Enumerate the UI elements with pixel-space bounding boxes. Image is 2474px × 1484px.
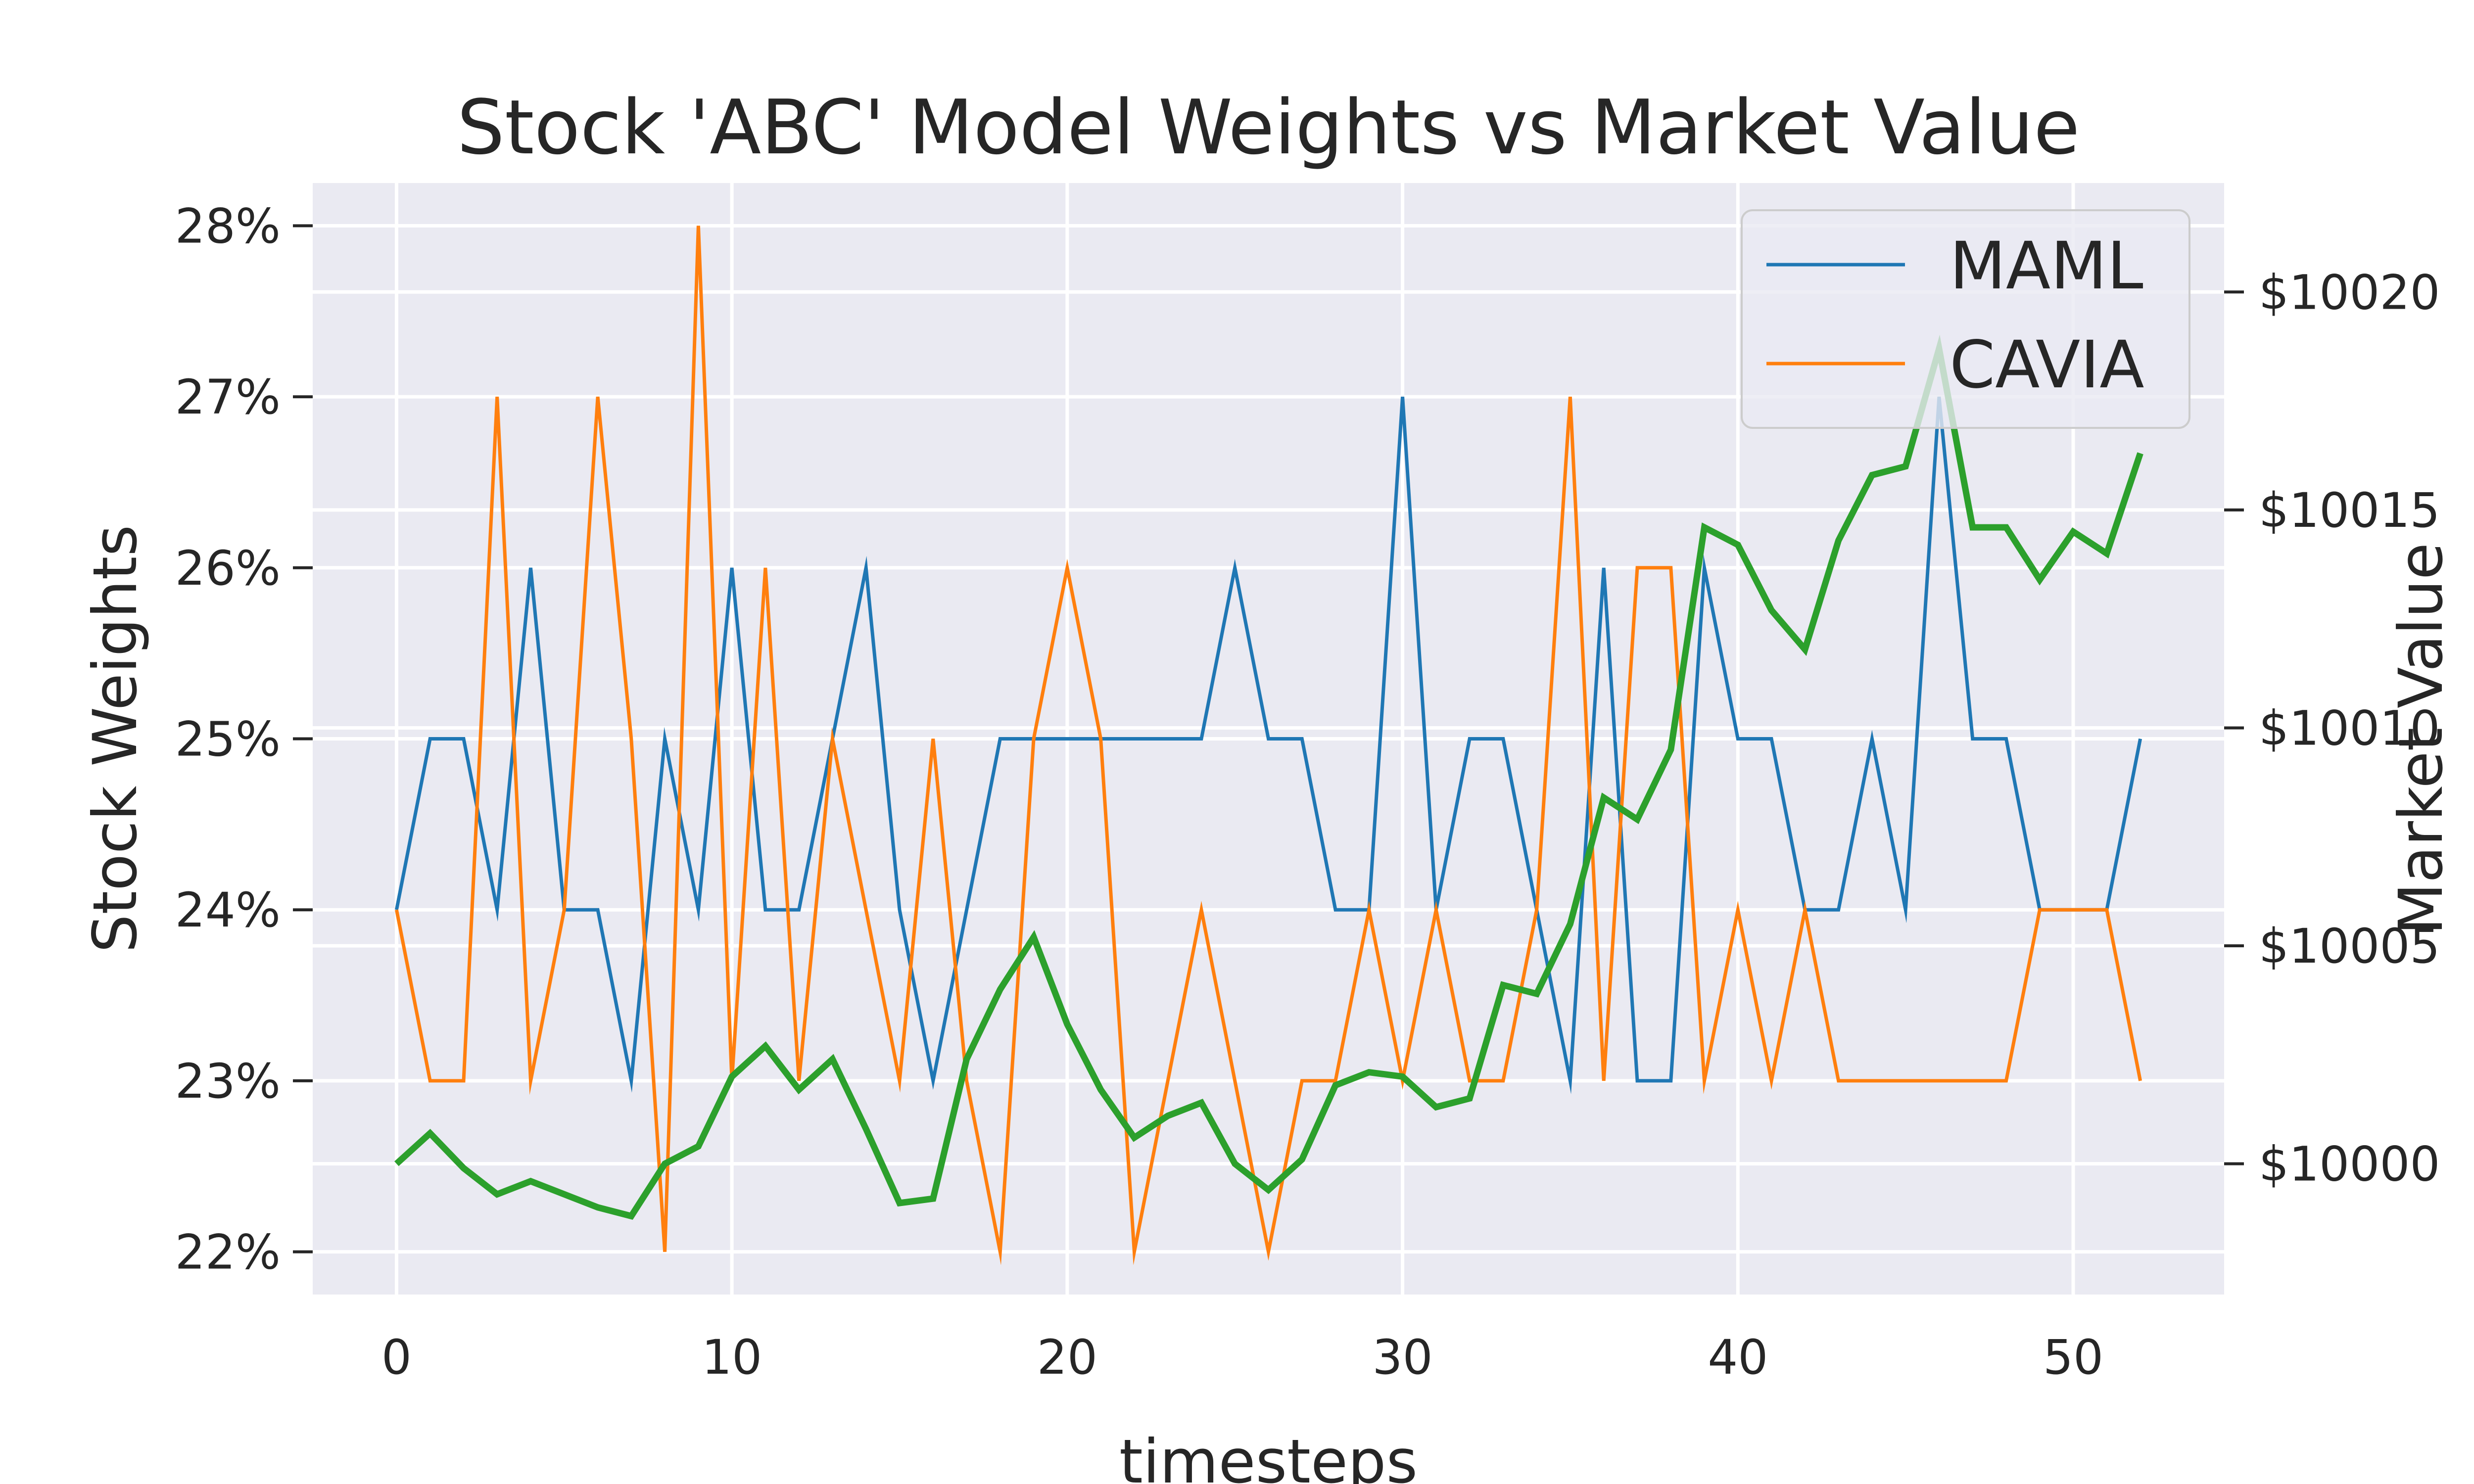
y-tick-label: 25%	[175, 712, 281, 767]
y2-axis-ticks: $10000 $10005 $10010 $10015 $10020	[2224, 265, 2440, 1192]
x-tick-label: 40	[1708, 1330, 1768, 1385]
y-axis-label: Stock Weights	[80, 525, 150, 953]
y2-tick-label: $10020	[2259, 265, 2440, 320]
legend-label-maml: MAML	[1950, 228, 2143, 304]
x-tick-label: 20	[1037, 1330, 1097, 1385]
y-tick-label: 26%	[175, 541, 281, 596]
series-line-maml	[394, 396, 2142, 1094]
series-line-market-value	[394, 334, 2143, 1220]
y-axis-ticks: 22% 23% 24% 25% 26% 27% 28%	[175, 198, 313, 1280]
x-axis-label: timesteps	[1119, 1427, 1418, 1484]
x-tick-label: 30	[1373, 1330, 1433, 1385]
y-tick-label: 24%	[175, 882, 281, 938]
chart-title: Stock 'ABC' Model Weights vs Market Valu…	[457, 84, 2080, 171]
x-tick-label: 0	[381, 1330, 412, 1385]
x-tick-label: 10	[702, 1330, 762, 1385]
y-tick-label: 22%	[175, 1225, 281, 1280]
y2-tick-label: $10000	[2259, 1137, 2440, 1192]
y-tick-label: 23%	[175, 1054, 281, 1109]
x-tick-label: 50	[2043, 1330, 2103, 1385]
y2-axis-label: Market Value	[2386, 543, 2456, 935]
series-line-cavia	[394, 226, 2142, 1265]
y2-tick-label: $10005	[2259, 919, 2440, 974]
y2-tick-label: $10015	[2259, 483, 2440, 538]
y-tick-label: 28%	[175, 198, 281, 254]
y-tick-label: 27%	[175, 370, 281, 425]
series-lines	[394, 226, 2143, 1265]
legend: MAML CAVIA	[1741, 209, 2190, 429]
legend-label-cavia: CAVIA	[1950, 327, 2144, 403]
y2-tick-label: $10010	[2259, 700, 2440, 756]
x-axis-ticks: 0 10 20 30 40 50	[381, 1330, 2103, 1385]
